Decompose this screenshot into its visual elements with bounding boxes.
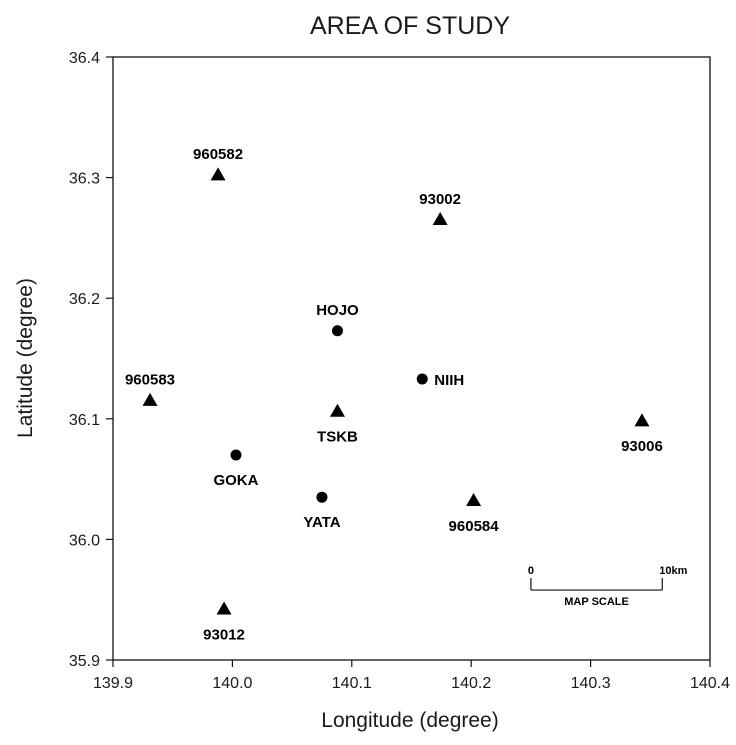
x-tick-label: 140.4	[690, 675, 730, 692]
station-label-tskb: TSKB	[317, 429, 358, 446]
x-tick-label: 139.9	[93, 675, 133, 692]
station-label-960584: 960584	[449, 518, 500, 535]
chart-title: AREA OF STUDY	[310, 12, 510, 40]
x-tick-label: 140.3	[571, 675, 611, 692]
station-marker-960584	[466, 493, 482, 507]
station-label-niih: NIIH	[434, 372, 464, 389]
station-marker-tskb	[329, 403, 345, 417]
station-label-960582: 960582	[193, 146, 243, 163]
x-tick-label: 140.0	[212, 675, 252, 692]
station-label-960583: 960583	[125, 372, 175, 389]
station-marker-960582	[210, 167, 226, 181]
x-tick-label: 140.1	[332, 675, 372, 692]
station-label-93012: 93012	[203, 626, 245, 643]
station-marker-93006	[634, 413, 650, 427]
y-tick-label: 35.9	[69, 653, 100, 670]
x-axis-label: Longitude (degree)	[321, 709, 498, 732]
y-tick-label: 36.0	[69, 532, 100, 549]
y-tick-label: 36.4	[69, 50, 100, 67]
station-marker-goka	[230, 449, 242, 461]
station-marker-960583	[142, 392, 158, 406]
station-label-hojo: HOJO	[316, 302, 359, 319]
station-label-93002: 93002	[419, 191, 461, 208]
y-tick-label: 36.2	[69, 291, 100, 308]
y-tick-label: 36.3	[69, 171, 100, 188]
scale-caption: MAP SCALE	[564, 596, 629, 608]
station-marker-93012	[216, 601, 232, 615]
map-scale-bar: 0 10km MAP SCALE	[528, 565, 688, 608]
station-marker-yata	[316, 491, 328, 503]
station-marker-niih	[416, 373, 428, 385]
plot-area	[112, 56, 711, 661]
y-axis-label: Latitude (degree)	[14, 278, 37, 438]
station-marker-hojo	[331, 325, 343, 337]
station-label-goka: GOKA	[213, 472, 258, 489]
scale-start-label: 0	[528, 565, 534, 577]
y-tick-label: 36.1	[69, 412, 100, 429]
axis-ticks: 139.9 140.0 140.1 140.2 140.3 140.4 35.9 36.0 36…	[69, 50, 730, 692]
scale-end-label: 10km	[659, 565, 687, 577]
station-label-93006: 93006	[621, 438, 663, 455]
station-label-yata: YATA	[303, 514, 340, 531]
data-points: 960582 93002 960583 TSKB 93006 960584 93012 HOJ…	[125, 146, 663, 643]
x-tick-label: 140.2	[451, 675, 491, 692]
station-marker-93002	[432, 212, 448, 226]
